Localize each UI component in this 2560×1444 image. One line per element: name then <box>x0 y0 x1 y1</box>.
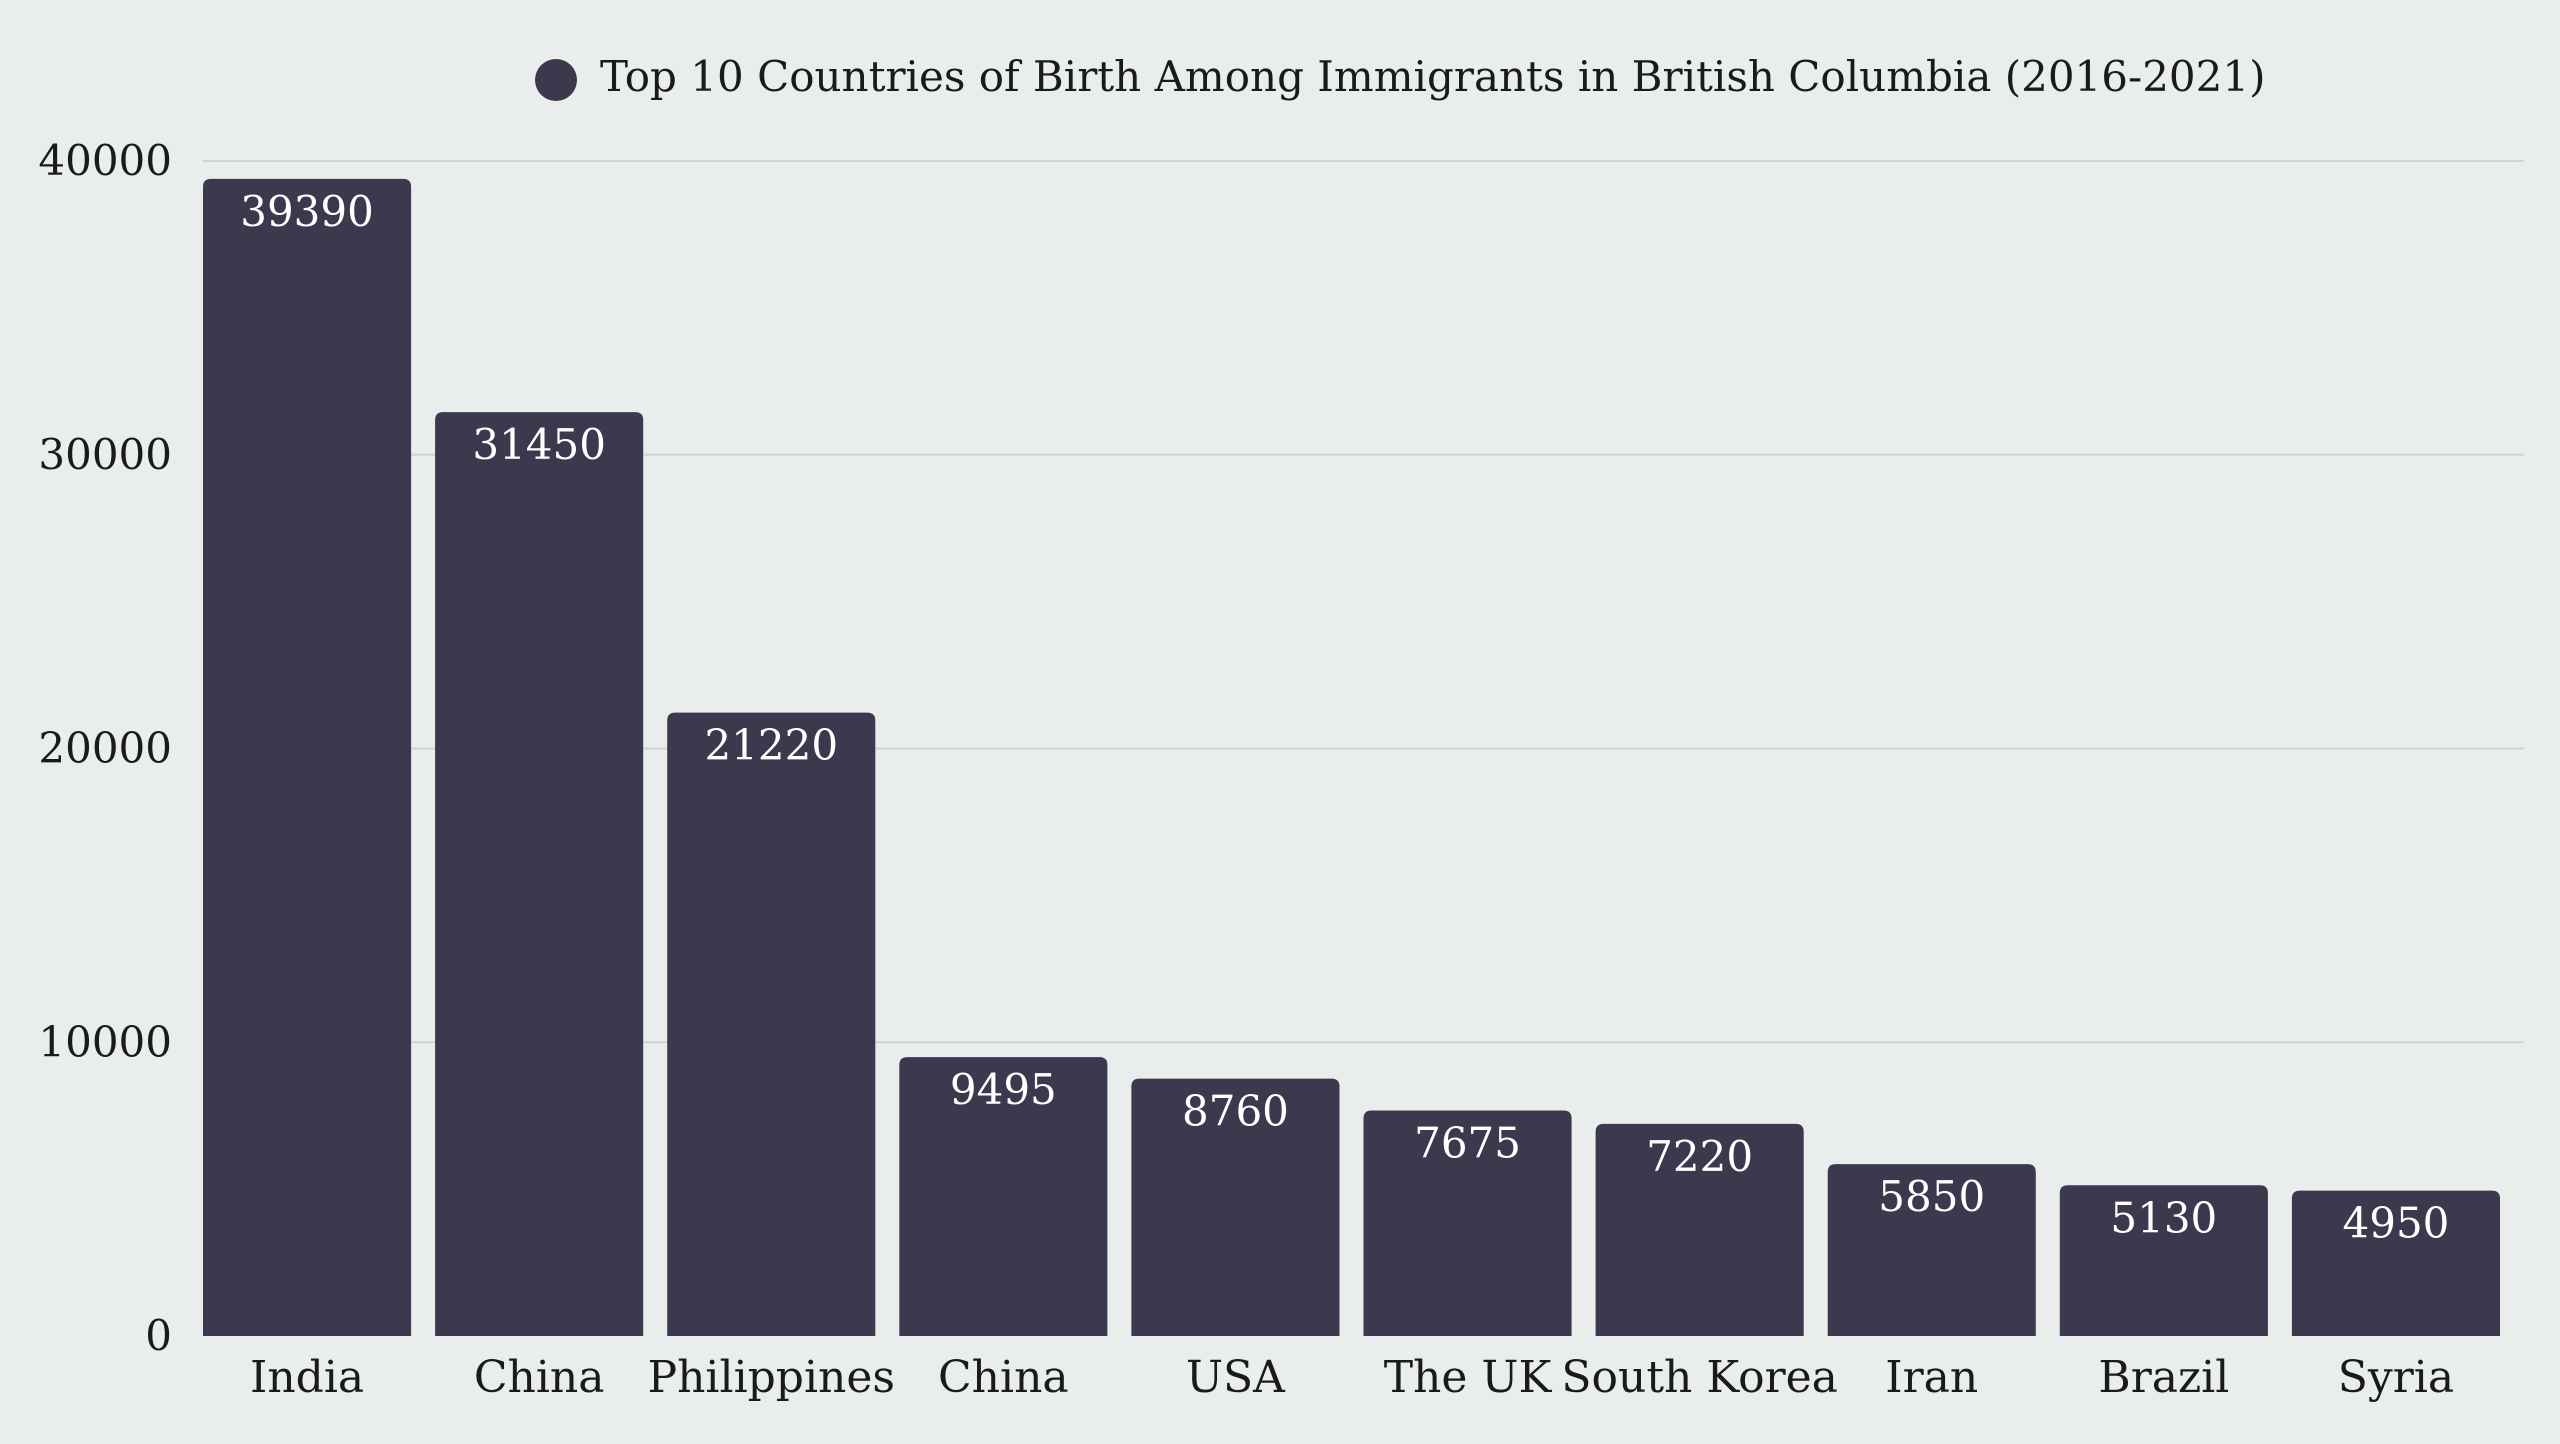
y-tick-label: 40000 <box>38 136 172 185</box>
data-label: 31450 <box>472 420 606 469</box>
data-label: 5130 <box>2110 1193 2217 1242</box>
y-tick-label: 0 <box>145 1311 172 1360</box>
x-tick-label: Philippines <box>647 1352 895 1403</box>
y-tick-label: 30000 <box>38 430 172 479</box>
bar[interactable] <box>1827 1164 2036 1336</box>
bar[interactable] <box>435 412 644 1336</box>
bar[interactable] <box>899 1057 1108 1336</box>
data-label: 21220 <box>704 721 838 770</box>
legend[interactable]: Top 10 Countries of Birth Among Immigran… <box>535 52 2265 101</box>
y-tick-label: 20000 <box>38 724 172 773</box>
bar[interactable] <box>1595 1123 1804 1336</box>
x-tick-label: South Korea <box>1561 1352 1837 1403</box>
x-axis-ticks: India China Philippines China USA The UK South… <box>250 1352 2454 1403</box>
legend-label: Top 10 Countries of Birth Among Immigran… <box>600 52 2265 101</box>
data-label: 9495 <box>950 1065 1057 1114</box>
y-axis-ticks: 0 10000 20000 30000 40000 <box>38 136 172 1360</box>
x-tick-label: Syria <box>2338 1352 2454 1403</box>
x-tick-label: China <box>938 1352 1069 1403</box>
x-tick-label: The UK <box>1384 1352 1553 1403</box>
x-tick-label: India <box>250 1352 364 1403</box>
legend-marker <box>535 59 577 101</box>
data-label: 8760 <box>1182 1087 1289 1136</box>
x-tick-label: USA <box>1186 1352 1286 1403</box>
bar[interactable] <box>203 178 412 1337</box>
x-tick-label: Iran <box>1885 1352 1978 1403</box>
bar[interactable] <box>1363 1110 1572 1336</box>
bar[interactable] <box>1131 1078 1340 1336</box>
y-tick-label: 10000 <box>38 1017 172 1066</box>
bar[interactable] <box>2291 1190 2500 1336</box>
data-label: 5850 <box>1878 1172 1985 1221</box>
data-label: 7675 <box>1414 1119 1521 1168</box>
x-tick-label: Brazil <box>2098 1352 2229 1403</box>
bar[interactable] <box>2059 1185 2268 1336</box>
bar[interactable] <box>667 712 876 1336</box>
bars: 39390 31450 21220 9495 8760 7675 7220 5850 5130 4… <box>203 178 2500 1337</box>
data-label: 4950 <box>2343 1199 2450 1248</box>
data-label: 39390 <box>240 187 374 236</box>
x-tick-label: China <box>474 1352 605 1403</box>
data-label: 7220 <box>1646 1132 1753 1181</box>
